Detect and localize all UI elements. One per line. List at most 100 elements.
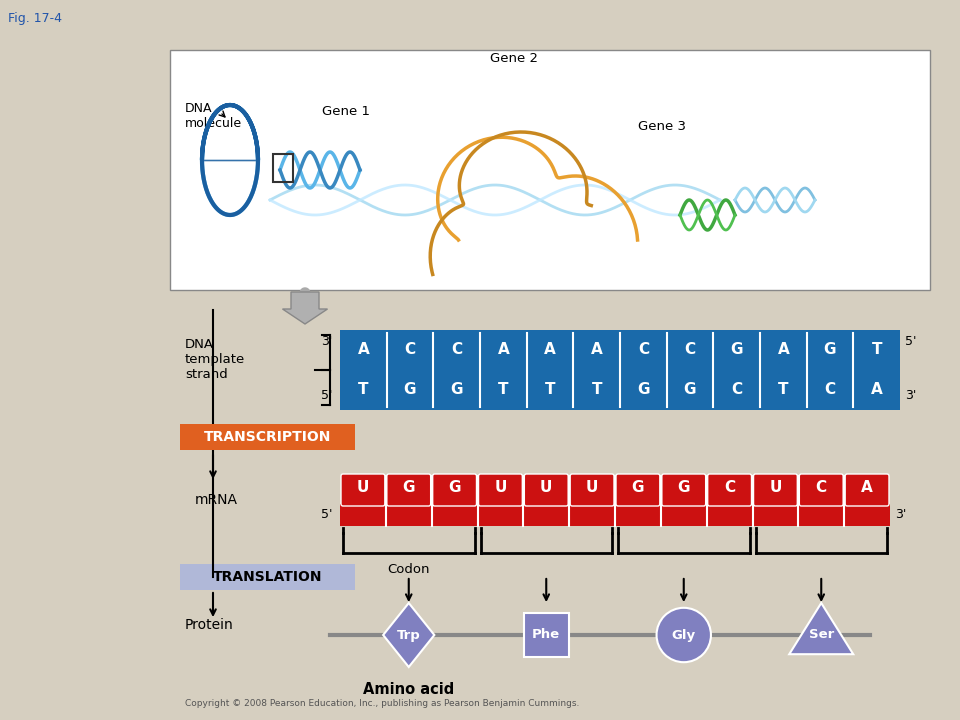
Text: G: G xyxy=(731,343,743,358)
Text: C: C xyxy=(724,480,735,495)
Text: G: G xyxy=(448,480,461,495)
FancyBboxPatch shape xyxy=(809,373,851,407)
FancyBboxPatch shape xyxy=(856,333,897,367)
Text: A: A xyxy=(861,480,873,495)
Text: U: U xyxy=(769,480,781,495)
FancyBboxPatch shape xyxy=(845,474,889,506)
FancyBboxPatch shape xyxy=(809,333,851,367)
Polygon shape xyxy=(383,603,434,667)
FancyBboxPatch shape xyxy=(670,373,710,407)
Text: G: G xyxy=(632,480,644,495)
FancyBboxPatch shape xyxy=(180,424,355,450)
Text: DNA
molecule: DNA molecule xyxy=(185,102,242,130)
Text: Gene 1: Gene 1 xyxy=(322,105,370,118)
FancyBboxPatch shape xyxy=(623,333,663,367)
Text: T: T xyxy=(498,382,509,397)
FancyBboxPatch shape xyxy=(343,373,384,407)
Text: 5': 5' xyxy=(321,389,332,402)
Text: A: A xyxy=(544,343,556,358)
Text: Trp: Trp xyxy=(396,629,420,642)
Text: 3': 3' xyxy=(321,335,332,348)
Text: C: C xyxy=(684,343,696,358)
Text: C: C xyxy=(451,343,462,358)
FancyBboxPatch shape xyxy=(576,333,617,367)
FancyBboxPatch shape xyxy=(343,333,384,367)
FancyBboxPatch shape xyxy=(800,474,843,506)
FancyBboxPatch shape xyxy=(754,474,798,506)
Text: Gene 2: Gene 2 xyxy=(490,52,538,65)
Text: G: G xyxy=(637,382,650,397)
FancyBboxPatch shape xyxy=(530,333,570,367)
Text: G: G xyxy=(684,382,696,397)
Text: C: C xyxy=(816,480,827,495)
Text: Gene 3: Gene 3 xyxy=(638,120,686,133)
Text: Fig. 17-4: Fig. 17-4 xyxy=(8,12,62,25)
Text: A: A xyxy=(590,343,603,358)
Text: U: U xyxy=(357,480,369,495)
Text: C: C xyxy=(825,382,835,397)
Text: 3': 3' xyxy=(895,508,906,521)
Text: U: U xyxy=(586,480,598,495)
Text: A: A xyxy=(778,343,789,358)
FancyBboxPatch shape xyxy=(340,504,890,526)
FancyBboxPatch shape xyxy=(340,330,900,410)
FancyBboxPatch shape xyxy=(437,373,477,407)
Text: Amino acid: Amino acid xyxy=(363,683,454,698)
FancyBboxPatch shape xyxy=(390,333,430,367)
FancyBboxPatch shape xyxy=(387,474,431,506)
FancyBboxPatch shape xyxy=(483,333,523,367)
Text: G: G xyxy=(824,343,836,358)
FancyBboxPatch shape xyxy=(856,373,897,407)
Text: Gly: Gly xyxy=(672,629,696,642)
Text: 3': 3' xyxy=(905,389,917,402)
Text: T: T xyxy=(544,382,555,397)
Text: G: G xyxy=(404,382,417,397)
FancyBboxPatch shape xyxy=(570,474,614,506)
Text: A: A xyxy=(871,382,882,397)
FancyBboxPatch shape xyxy=(524,613,568,657)
Text: TRANSLATION: TRANSLATION xyxy=(213,570,323,584)
Text: DNA
template
strand: DNA template strand xyxy=(185,338,245,382)
Text: T: T xyxy=(872,343,882,358)
FancyArrow shape xyxy=(282,292,327,324)
FancyBboxPatch shape xyxy=(483,373,523,407)
FancyBboxPatch shape xyxy=(390,373,430,407)
FancyBboxPatch shape xyxy=(524,474,568,506)
Text: Codon: Codon xyxy=(388,563,430,576)
Text: T: T xyxy=(591,382,602,397)
Text: T: T xyxy=(779,382,788,397)
Text: U: U xyxy=(494,480,507,495)
FancyBboxPatch shape xyxy=(623,373,663,407)
FancyBboxPatch shape xyxy=(341,474,385,506)
Text: 5': 5' xyxy=(905,335,917,348)
Polygon shape xyxy=(789,603,853,654)
FancyBboxPatch shape xyxy=(530,373,570,407)
FancyBboxPatch shape xyxy=(576,373,617,407)
FancyBboxPatch shape xyxy=(170,50,930,290)
FancyBboxPatch shape xyxy=(661,474,706,506)
Text: Ser: Ser xyxy=(808,629,834,642)
Text: U: U xyxy=(540,480,552,495)
Text: G: G xyxy=(450,382,463,397)
FancyBboxPatch shape xyxy=(433,474,476,506)
FancyBboxPatch shape xyxy=(763,373,804,407)
Text: A: A xyxy=(497,343,509,358)
Text: C: C xyxy=(637,343,649,358)
Circle shape xyxy=(657,608,711,662)
Text: T: T xyxy=(358,382,369,397)
FancyBboxPatch shape xyxy=(716,373,757,407)
FancyBboxPatch shape xyxy=(716,333,757,367)
Text: C: C xyxy=(732,382,742,397)
FancyBboxPatch shape xyxy=(670,333,710,367)
Text: G: G xyxy=(678,480,690,495)
Text: Copyright © 2008 Pearson Education, Inc., publishing as Pearson Benjamin Cumming: Copyright © 2008 Pearson Education, Inc.… xyxy=(185,699,580,708)
FancyBboxPatch shape xyxy=(763,333,804,367)
Text: C: C xyxy=(404,343,416,358)
FancyBboxPatch shape xyxy=(180,564,355,590)
FancyBboxPatch shape xyxy=(478,474,522,506)
Text: mRNA: mRNA xyxy=(195,493,238,507)
Text: G: G xyxy=(402,480,415,495)
Text: Protein: Protein xyxy=(185,618,233,632)
FancyBboxPatch shape xyxy=(437,333,477,367)
FancyBboxPatch shape xyxy=(616,474,660,506)
